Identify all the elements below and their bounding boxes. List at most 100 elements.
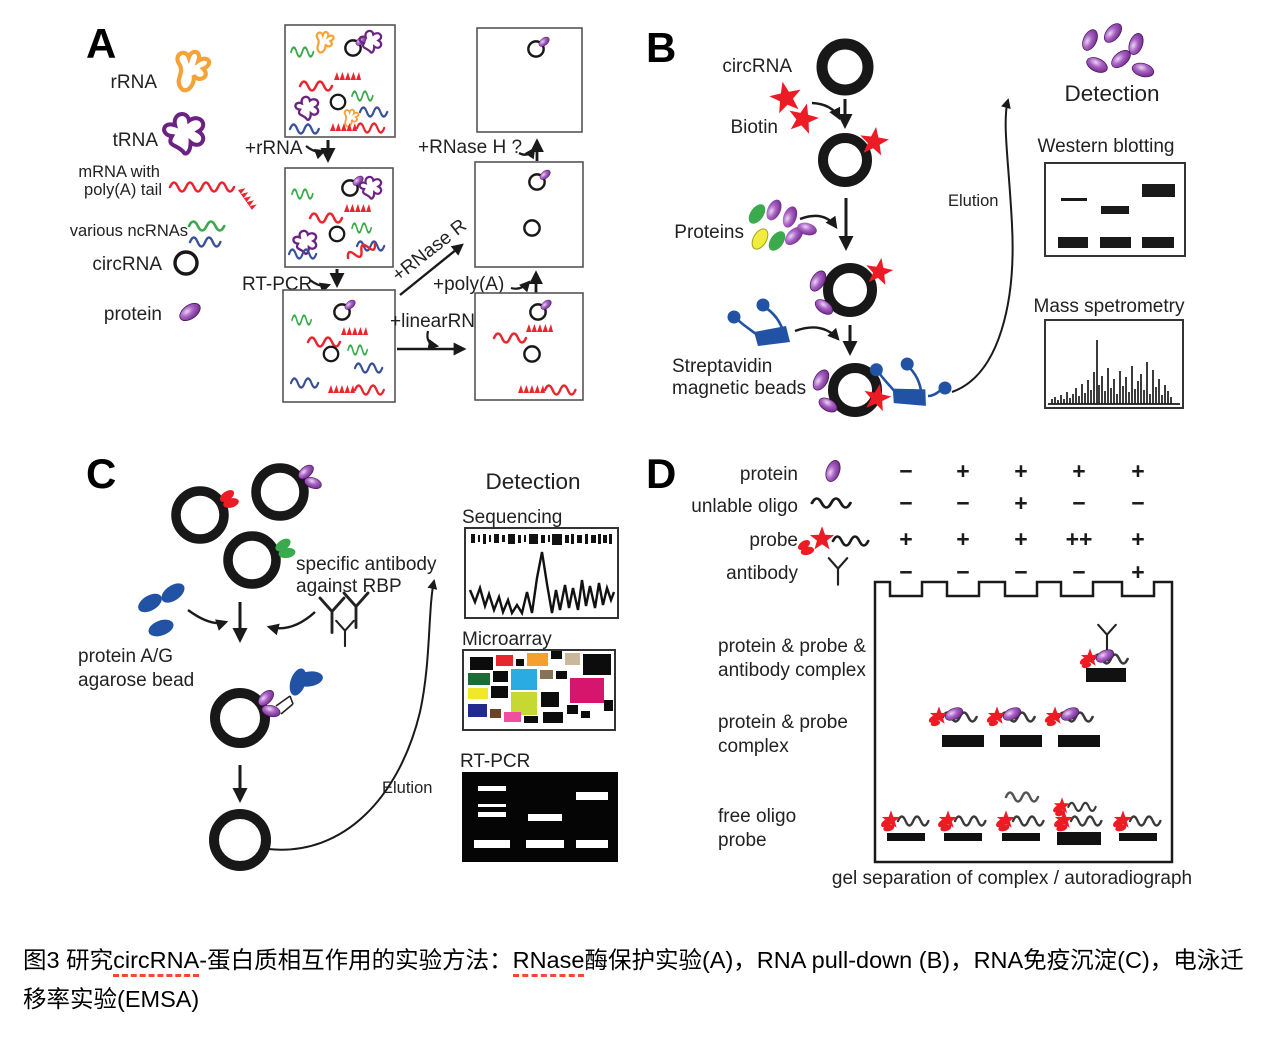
mixture-box-3	[282, 289, 396, 403]
circrna-ring-icon	[209, 809, 271, 871]
panel-b-label: B	[646, 24, 676, 71]
gel-band	[1002, 833, 1040, 841]
mrna-polya-icon	[168, 181, 258, 210]
step-poly-a-label: +poly(A)	[433, 274, 504, 295]
rrna-icon	[177, 52, 209, 90]
detection-title: Detection	[485, 469, 580, 494]
complex1-label-1: protein & probe &	[718, 636, 866, 657]
caption-term-rnase: RNase	[512, 947, 585, 977]
result-box-middle	[474, 161, 584, 268]
protein-probe-complex-icon	[1043, 705, 1092, 727]
grid-cell: +	[1014, 458, 1027, 484]
elution-label: Elution	[948, 192, 998, 210]
microarray-label: Microarray	[462, 629, 552, 650]
gel-band	[887, 833, 925, 841]
probe-icon	[796, 526, 870, 557]
grid-cell: −	[956, 559, 969, 585]
figure-diagram: A rRNA tRNA mRNA with poly(A) tail vario…	[70, 20, 1192, 889]
result-box-top	[476, 27, 583, 133]
free-probe-icon	[937, 810, 986, 832]
gel-band	[942, 735, 984, 747]
caption-term-circrna: circRNA	[113, 947, 200, 977]
circrna-label: circRNA	[722, 56, 792, 77]
grid-cell: ++	[1066, 526, 1093, 552]
curly-arrow	[510, 280, 531, 293]
legend-circrna-label: circRNA	[92, 254, 162, 275]
panel-b: B circRNA Biotin Proteins Streptavidin m…	[646, 20, 1186, 417]
legend-rrna-label: rRNA	[111, 72, 158, 93]
protein-icon	[822, 458, 844, 484]
panel-a: A rRNA tRNA mRNA with poly(A) tail vario…	[70, 20, 584, 403]
curly-arrow	[309, 279, 332, 293]
free-probe-icon	[1052, 797, 1096, 817]
grid-cell: −	[899, 559, 912, 585]
trna-icon	[164, 114, 203, 153]
circrna-ring-icon	[223, 531, 281, 589]
mixture-box-2	[284, 167, 394, 268]
complex2-label-1: protein & probe	[718, 712, 848, 733]
sequencing-box	[464, 527, 619, 619]
oligo-wave-icon	[810, 496, 852, 510]
western-blotting-label: Western blotting	[1038, 136, 1175, 157]
rnase-r-arrow	[399, 243, 464, 296]
figure-caption: 图3 研究circRNA-蛋白质相互作用的实验方法：RNase酶保护实验(A)，…	[23, 941, 1263, 1019]
grid-cell: +	[1131, 559, 1144, 585]
rtpcr-gel-box	[462, 772, 618, 862]
mass-spec-label: Mass spetrometry	[1034, 296, 1185, 317]
streptavidin-label-2: magnetic beads	[672, 378, 806, 399]
agarose-beads-icon	[138, 583, 185, 637]
antibody-icon	[335, 619, 355, 648]
streptavidin-label-1: Streptavidin	[672, 356, 772, 377]
panel-a-label: A	[86, 20, 116, 67]
step-linear-rna-label: +linearRNA	[390, 311, 488, 332]
free-oligo-icon	[1004, 791, 1040, 803]
elution-label: Elution	[382, 779, 432, 797]
lane-condition-grid: − + + + + − − + − − + + + ++ + − − − − +	[899, 458, 1144, 585]
antibody-icon	[827, 557, 849, 586]
protein-icon	[176, 299, 204, 325]
grid-cell: +	[1131, 458, 1144, 484]
gel-band	[944, 833, 982, 841]
caption-text-prefix: 图3 研究	[23, 947, 114, 973]
caption-text-middle: -蛋白质相互作用的实验方法：	[199, 947, 513, 973]
circrna-ring-icon	[171, 486, 229, 544]
circrna-ring-icon	[818, 133, 872, 187]
grid-cell: +	[899, 526, 912, 552]
antibody-icon	[318, 596, 346, 634]
rip-complex-icon	[210, 668, 323, 748]
gel-band	[1058, 735, 1100, 747]
elution-arrow	[951, 98, 1014, 393]
curly-arrow	[187, 609, 229, 631]
grid-cell: −	[1072, 490, 1085, 516]
free-probe-icon	[995, 810, 1044, 832]
elution-arrow	[267, 579, 438, 851]
gel-band	[1119, 833, 1157, 841]
microarray-box	[462, 649, 616, 731]
protein-ag-label-1: protein A/G	[78, 646, 173, 667]
row-probe-label: probe	[749, 530, 798, 551]
biotin-label: Biotin	[730, 117, 778, 138]
biotin-star-icon	[766, 78, 805, 115]
emsa-gel-box	[873, 580, 1174, 864]
supershift-complex-icon	[1078, 647, 1127, 669]
grid-cell: −	[899, 458, 912, 484]
curly-arrow	[794, 326, 840, 341]
circrna-ring-icon	[173, 250, 199, 276]
panel-c-label: C	[86, 450, 116, 497]
protein-ag-label-2: agarose bead	[78, 670, 194, 691]
curly-arrow	[811, 101, 841, 121]
antibody-icon	[342, 591, 370, 629]
row-antibody-label: antibody	[726, 563, 798, 584]
gel-band	[1000, 735, 1042, 747]
ncrna-green-icon	[187, 220, 226, 232]
western-blot-box	[1044, 162, 1186, 257]
detected-proteins-icon	[1079, 20, 1156, 80]
step-rnase-h-label: +RNase H ?	[418, 137, 522, 158]
legend-trna-label: tRNA	[113, 130, 159, 151]
step-add-rrna-label: +rRNA	[245, 138, 303, 159]
row-protein-label: protein	[740, 464, 798, 485]
complex3-label-1: free oligo	[718, 806, 796, 827]
specific-antibody-label-1: specific antibody	[296, 554, 437, 575]
rtpcr-label: RT-PCR	[460, 751, 530, 772]
